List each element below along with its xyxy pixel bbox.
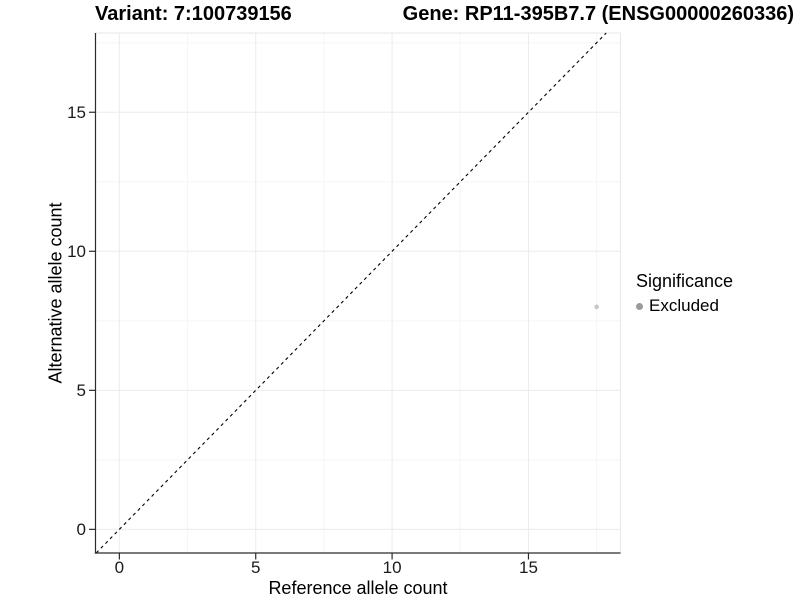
legend: Significance Excluded: [636, 271, 733, 316]
data-point: [594, 304, 599, 310]
legend-title: Significance: [636, 271, 734, 291]
x-tick-label: 0: [114, 558, 125, 577]
variant-title: Variant: 7:100739156: [95, 3, 292, 25]
y-tick-label: 5: [76, 381, 86, 401]
y-tick-label: 10: [67, 242, 86, 262]
legend-item-label: Excluded: [649, 296, 719, 315]
legend-item-excluded: Excluded: [636, 296, 733, 316]
x-axis-title: Reference allele count: [268, 578, 448, 598]
y-axis-title: Alternative allele count: [45, 202, 66, 384]
y-tick-label: 0: [76, 520, 86, 540]
x-tick-label: 5: [250, 558, 261, 577]
gene-title: Gene: RP11-395B7.7 (ENSG00000260336): [402, 3, 794, 25]
identity-line: [95, 32, 607, 554]
legend-point-icon: [636, 302, 643, 310]
x-tick-label: 15: [518, 558, 538, 577]
y-tick-label: 15: [67, 103, 86, 123]
x-tick-label: 10: [382, 558, 402, 577]
